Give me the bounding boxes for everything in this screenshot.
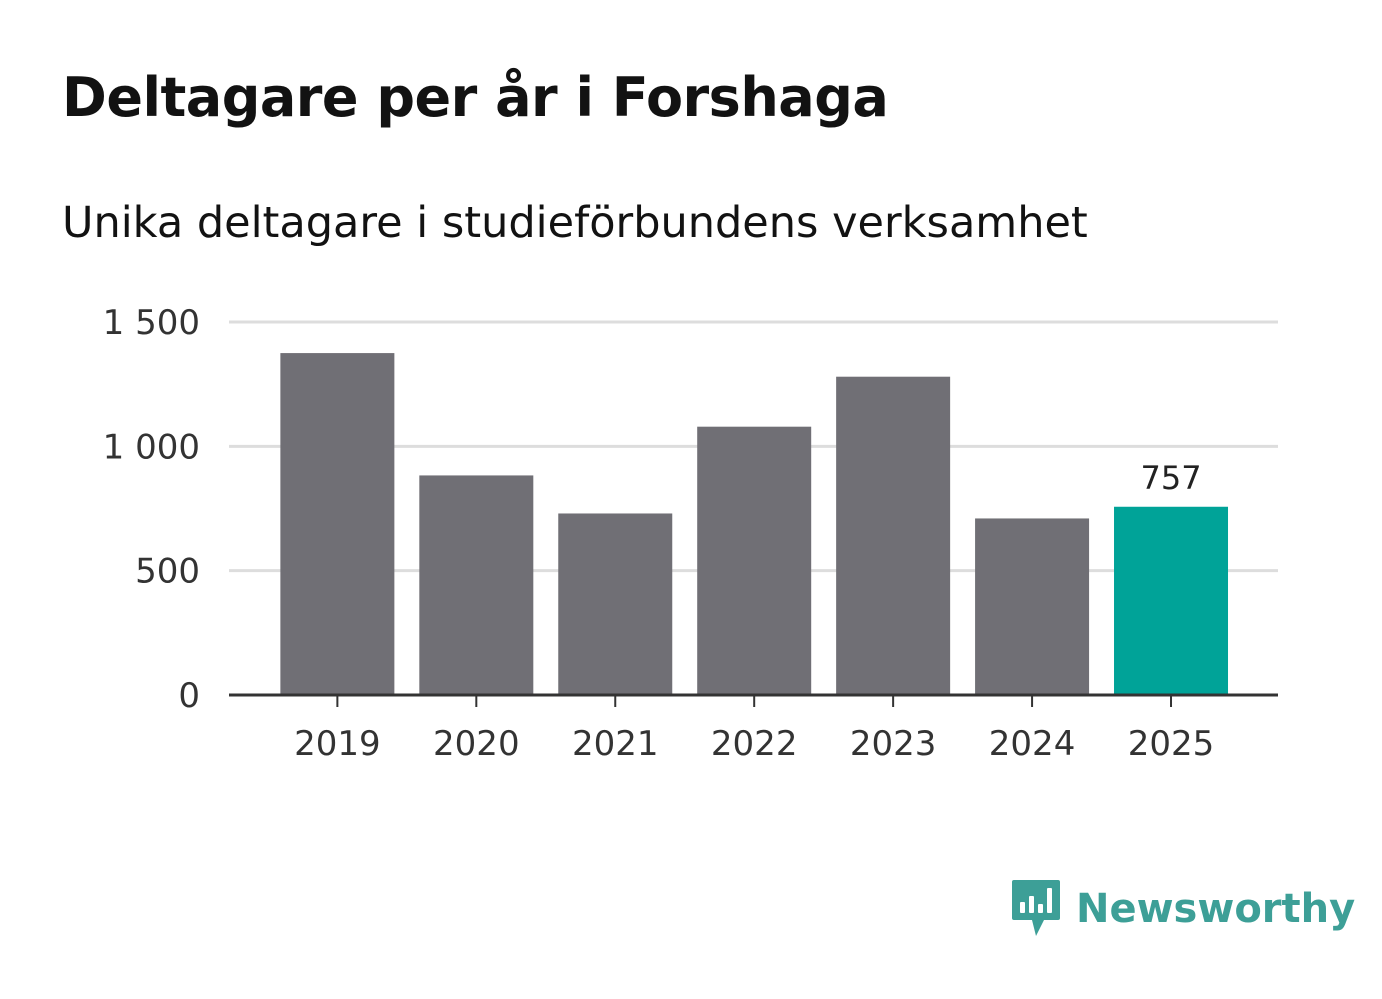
bar-2023 (836, 376, 951, 695)
y-tick-label: 1 500 (103, 303, 200, 343)
x-tick-label: 2024 (989, 724, 1076, 764)
chart-title: Deltagare per år i Forshaga (62, 66, 889, 129)
x-tick-label: 2019 (294, 724, 381, 764)
data-label: 757 (1140, 459, 1201, 497)
brand-name: Newsworthy (1076, 886, 1356, 932)
y-tick-label: 500 (135, 552, 200, 592)
chart-subtitle: Unika deltagare i studieförbundens verks… (62, 198, 1088, 248)
x-tick-label: 2025 (1128, 724, 1215, 764)
bar-2025 (1114, 506, 1229, 695)
x-tick-label: 2023 (850, 724, 937, 764)
bars (280, 353, 1229, 695)
x-axis (229, 693, 1278, 707)
bar-2024 (975, 518, 1090, 695)
newsworthy-logo-icon (1012, 880, 1060, 936)
x-tick-label: 2021 (572, 724, 659, 764)
bar-2019 (280, 353, 395, 695)
x-tick-label: 2020 (433, 724, 520, 764)
y-tick-label: 1 000 (103, 427, 200, 467)
bar-2021 (558, 513, 673, 695)
x-tick-label: 2022 (711, 724, 798, 764)
bar-2020 (419, 475, 534, 695)
brand-logo: Newsworthy (1010, 878, 1355, 940)
y-tick-label: 0 (178, 676, 200, 716)
labels: 0 500 1 000 1 500 2019 2020 2021 2022 2023 2024 20… (103, 303, 1215, 764)
bar-2022 (697, 426, 812, 695)
